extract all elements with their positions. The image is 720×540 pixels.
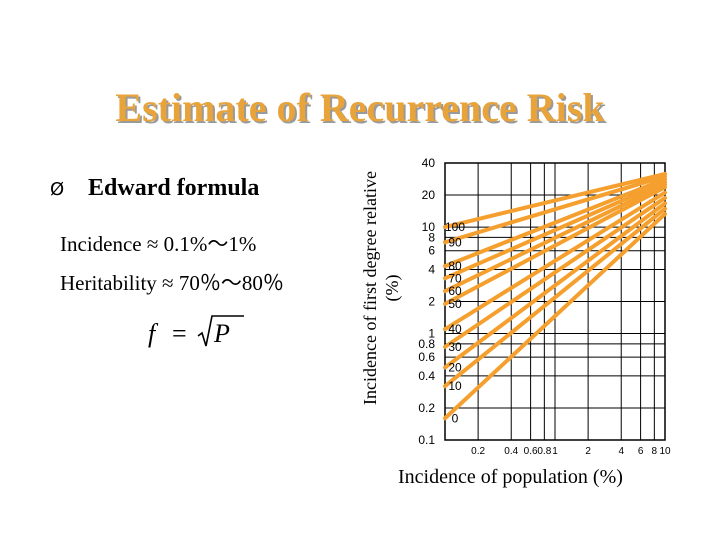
x-tick-label: 0.6 <box>524 446 538 457</box>
bullet-edward-formula: Ø Edward formula <box>50 175 259 202</box>
line-label: 10 <box>448 379 462 393</box>
series-line-20 <box>443 201 667 370</box>
line-label: 80 <box>448 259 462 273</box>
series-line-80 <box>443 177 667 269</box>
heritability-text: Heritability ≈ 70％～80％ <box>60 271 284 295</box>
formula-lhs: f <box>148 319 159 348</box>
series-line-60 <box>443 182 667 294</box>
line-label: 90 <box>448 235 462 249</box>
arrow-bullet-icon: Ø <box>50 179 65 200</box>
line-label: 30 <box>448 340 462 354</box>
y-tick-label: 2 <box>428 295 435 309</box>
x-tick-label: 8 <box>652 446 658 457</box>
bullet-label: Edward formula <box>88 175 260 201</box>
series-line-90 <box>443 174 667 245</box>
x-tick-label: 4 <box>618 446 624 457</box>
series-line-10 <box>443 206 667 389</box>
y-tick-label: 0.8 <box>418 337 435 351</box>
series-line-50 <box>443 185 667 306</box>
series-line-0 <box>443 211 667 421</box>
x-axis-label: Incidence of population (%) <box>398 466 623 488</box>
series-line-100 <box>443 171 667 230</box>
x-tick-label: 1 <box>552 446 558 457</box>
y-tick-label: 1 <box>428 327 435 341</box>
x-tick-label: 0.4 <box>504 446 518 457</box>
formula-f-equals-sqrt-p: f = P <box>148 315 244 348</box>
formula-equals: = <box>172 319 187 348</box>
y-tick-label: 0.6 <box>418 350 435 364</box>
x-tick-label: 0.8 <box>537 446 551 457</box>
y-tick-label: 40 <box>422 156 436 170</box>
x-tick-label: 2 <box>585 446 591 457</box>
y-tick-label: 0.4 <box>418 369 435 383</box>
series-line-30 <box>443 195 667 349</box>
series-lines <box>443 171 667 421</box>
series-line-70 <box>443 179 667 281</box>
line-label: 0 <box>452 411 459 425</box>
y-tick-label: 4 <box>428 262 435 276</box>
line-label: 60 <box>448 284 462 298</box>
line-label: 70 <box>448 271 462 285</box>
x-tick-label: 10 <box>659 446 671 457</box>
x-tick-label: 6 <box>638 446 644 457</box>
sqrt-sign-icon <box>197 315 244 347</box>
formula-rhs: P <box>213 319 230 348</box>
y-tick-label: 0.2 <box>418 401 435 415</box>
line-label: 100 <box>445 220 465 234</box>
series-line-40 <box>443 190 667 332</box>
x-tick-label: 0.2 <box>471 446 485 457</box>
slide-title: Estimate of Recurrence Risk <box>115 85 605 130</box>
y-tick-label: 0.1 <box>418 433 435 447</box>
y-tick-label: 10 <box>422 220 436 234</box>
y-tick-label: 8 <box>428 230 435 244</box>
line-label: 40 <box>448 322 462 336</box>
y-tick-label: 6 <box>428 244 435 258</box>
line-label: 50 <box>448 297 462 311</box>
y-tick-label: 20 <box>422 188 436 202</box>
line-label: 20 <box>448 360 462 374</box>
incidence-text: Incidence ≈ 0.1%～1% <box>60 232 257 256</box>
